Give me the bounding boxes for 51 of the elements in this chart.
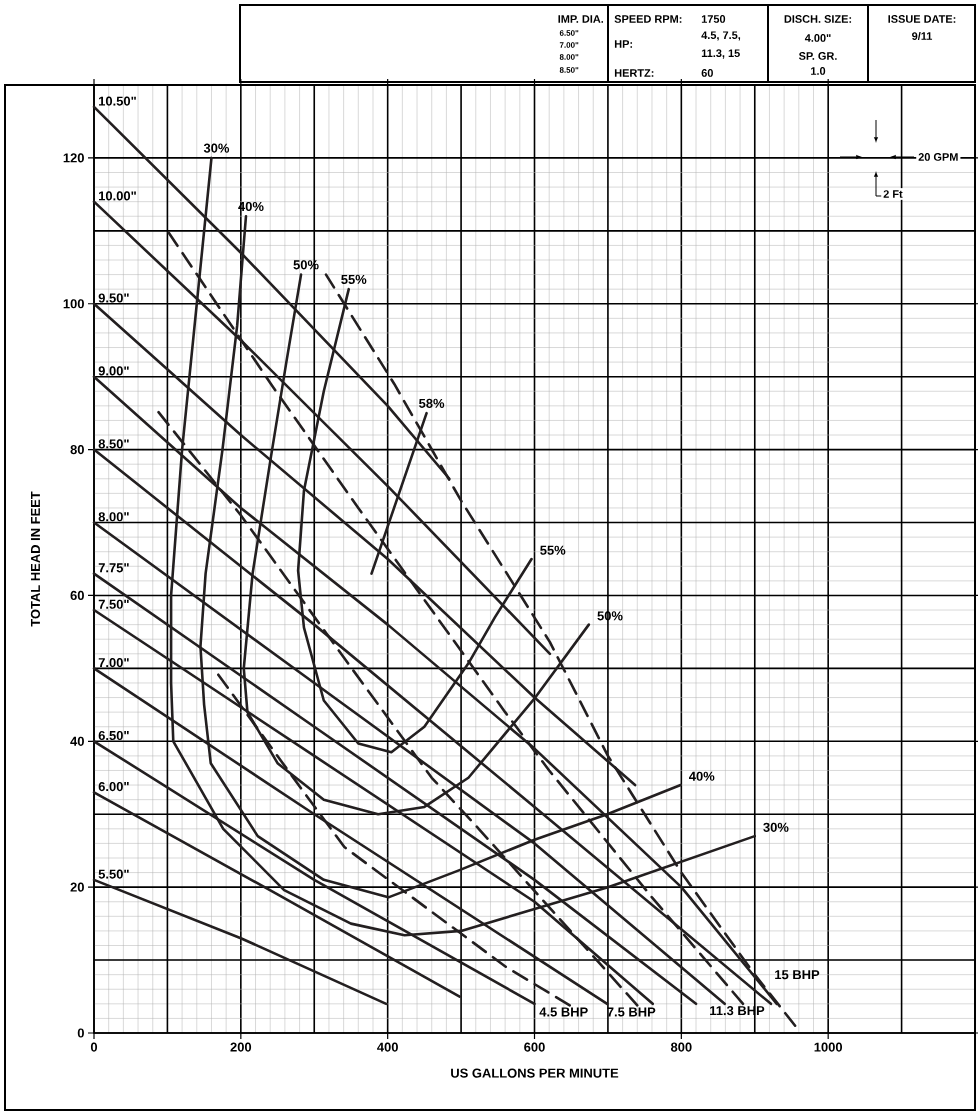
x-tick-label: 800 [670, 1042, 692, 1052]
series-label: 7.75" [98, 563, 129, 573]
series-label: 8.50" [98, 439, 129, 449]
x-tick-label: 400 [377, 1042, 398, 1052]
annotation: 30% [763, 822, 789, 832]
text: SPEED RPM: [614, 15, 682, 23]
series-label: 6.50" [98, 730, 129, 741]
series-label: 7.50" [98, 599, 129, 609]
text: DISCH. SIZE: [784, 15, 852, 23]
text: 4.00" [804, 34, 831, 42]
annotation: 55% [540, 545, 566, 555]
series-label: 9.00" [98, 366, 129, 376]
text: 4.5, 7.5, [701, 31, 741, 41]
y-tick-label: 80 [70, 445, 84, 455]
annotation: 2 Ft [883, 190, 903, 198]
annotation: 40% [689, 771, 715, 781]
series-label: 15 BHP [775, 970, 820, 980]
series-label: 7.00" [98, 658, 129, 668]
text: SP. GR. [798, 52, 837, 60]
text: 1.0 [811, 67, 826, 75]
y-axis-title: TOTAL HEAD IN FEET [30, 491, 41, 627]
text: 9/11 [912, 31, 933, 41]
y-tick-label: 20 [70, 882, 84, 892]
x-tick-label: 600 [524, 1042, 545, 1052]
series-label: 55% [341, 274, 367, 284]
series-label: 5.50" [98, 869, 129, 879]
x-tick-label: 0 [90, 1042, 98, 1052]
series-label: 10.00" [99, 191, 136, 201]
y-tick-label: 0 [77, 1028, 84, 1038]
y-tick-label: 40 [70, 736, 84, 746]
text: HP: [614, 40, 633, 48]
y-tick-label: 120 [63, 153, 84, 163]
text: ISSUE DATE: [888, 15, 956, 23]
text: 11.3, 15 [701, 49, 740, 59]
text: 1750 [701, 15, 726, 23]
y-tick-label: 60 [70, 590, 84, 601]
annotation: 20 GPM [918, 153, 958, 161]
text: IMP. DIA. [558, 15, 604, 23]
text: 60 [701, 69, 713, 77]
text: HERTZ: [614, 69, 654, 77]
x-tick-label: 1000 [814, 1042, 843, 1052]
series-label: 30% [203, 143, 230, 153]
series-label: 58% [419, 398, 445, 408]
x-tick-label: 200 [230, 1042, 252, 1052]
series-label: 6.00" [98, 781, 129, 792]
series-label: 9.50" [98, 293, 129, 303]
series-label: 8.00" [98, 512, 129, 522]
series-label: 10.50" [99, 96, 136, 106]
x-axis-title: US GALLONS PER MINUTE [451, 1068, 619, 1078]
y-tick-label: 100 [63, 299, 84, 309]
series-label: 4.5 BHP [539, 1007, 588, 1017]
